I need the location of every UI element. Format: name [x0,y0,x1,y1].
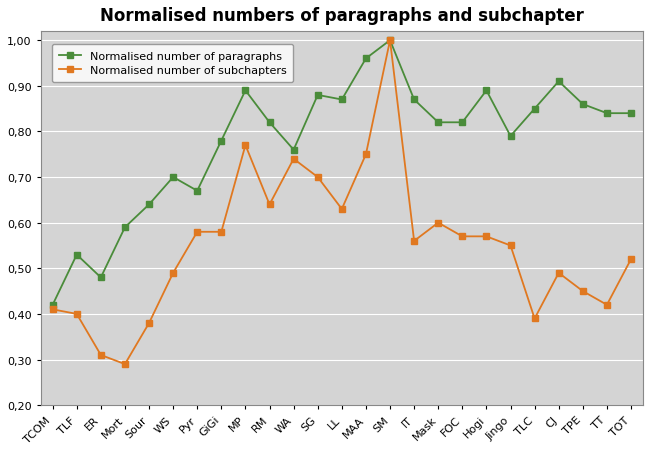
Normalised number of subchapters [338,207,346,212]
Normalised number of subchapters [458,234,466,239]
Normalised number of subchapters [410,239,418,244]
Normalised number of subchapters [218,230,226,235]
Normalised number of subchapters [434,221,442,226]
Normalised number of subchapters [73,312,81,317]
Normalised number of paragraphs [530,107,538,112]
Normalised number of subchapters [506,243,514,249]
Normalised number of paragraphs [506,134,514,139]
Normalised number of paragraphs [603,111,611,117]
Normalised number of paragraphs [266,120,274,126]
Normalised number of subchapters [603,303,611,308]
Normalised number of subchapters [555,271,563,276]
Normalised number of subchapters [290,157,298,162]
Normalised number of paragraphs [218,138,226,144]
Normalised number of paragraphs [458,120,466,126]
Normalised number of paragraphs [169,175,177,180]
Normalised number of paragraphs [97,275,105,281]
Title: Normalised numbers of paragraphs and subchapter: Normalised numbers of paragraphs and sub… [100,7,584,25]
Normalised number of subchapters [169,271,177,276]
Normalised number of subchapters [49,307,57,313]
Normalised number of subchapters [121,362,129,367]
Line: Normalised number of paragraphs: Normalised number of paragraphs [50,38,634,308]
Normalised number of subchapters [482,234,490,239]
Normalised number of paragraphs [410,97,418,103]
Line: Normalised number of subchapters: Normalised number of subchapters [50,38,634,367]
Normalised number of paragraphs [482,88,490,94]
Normalised number of paragraphs [290,147,298,153]
Normalised number of subchapters [242,143,250,148]
Normalised number of paragraphs [434,120,442,126]
Normalised number of paragraphs [555,79,563,85]
Normalised number of paragraphs [193,189,201,194]
Normalised number of subchapters [386,38,394,44]
Legend: Normalised number of paragraphs, Normalised number of subchapters: Normalised number of paragraphs, Normali… [52,45,293,83]
Normalised number of paragraphs [242,88,250,94]
Normalised number of paragraphs [362,56,370,62]
Normalised number of paragraphs [145,202,153,207]
Normalised number of paragraphs [314,93,322,98]
Normalised number of subchapters [193,230,201,235]
Normalised number of paragraphs [338,97,346,103]
Normalised number of subchapters [579,289,587,294]
Normalised number of paragraphs [49,303,57,308]
Normalised number of subchapters [145,321,153,326]
Normalised number of paragraphs [386,38,394,44]
Normalised number of subchapters [314,175,322,180]
Normalised number of paragraphs [627,111,635,117]
Normalised number of paragraphs [121,225,129,230]
Normalised number of paragraphs [73,252,81,258]
Normalised number of subchapters [266,202,274,207]
Normalised number of paragraphs [579,102,587,107]
Normalised number of subchapters [362,152,370,157]
Normalised number of subchapters [627,257,635,262]
Normalised number of subchapters [97,353,105,358]
Normalised number of subchapters [530,316,538,322]
